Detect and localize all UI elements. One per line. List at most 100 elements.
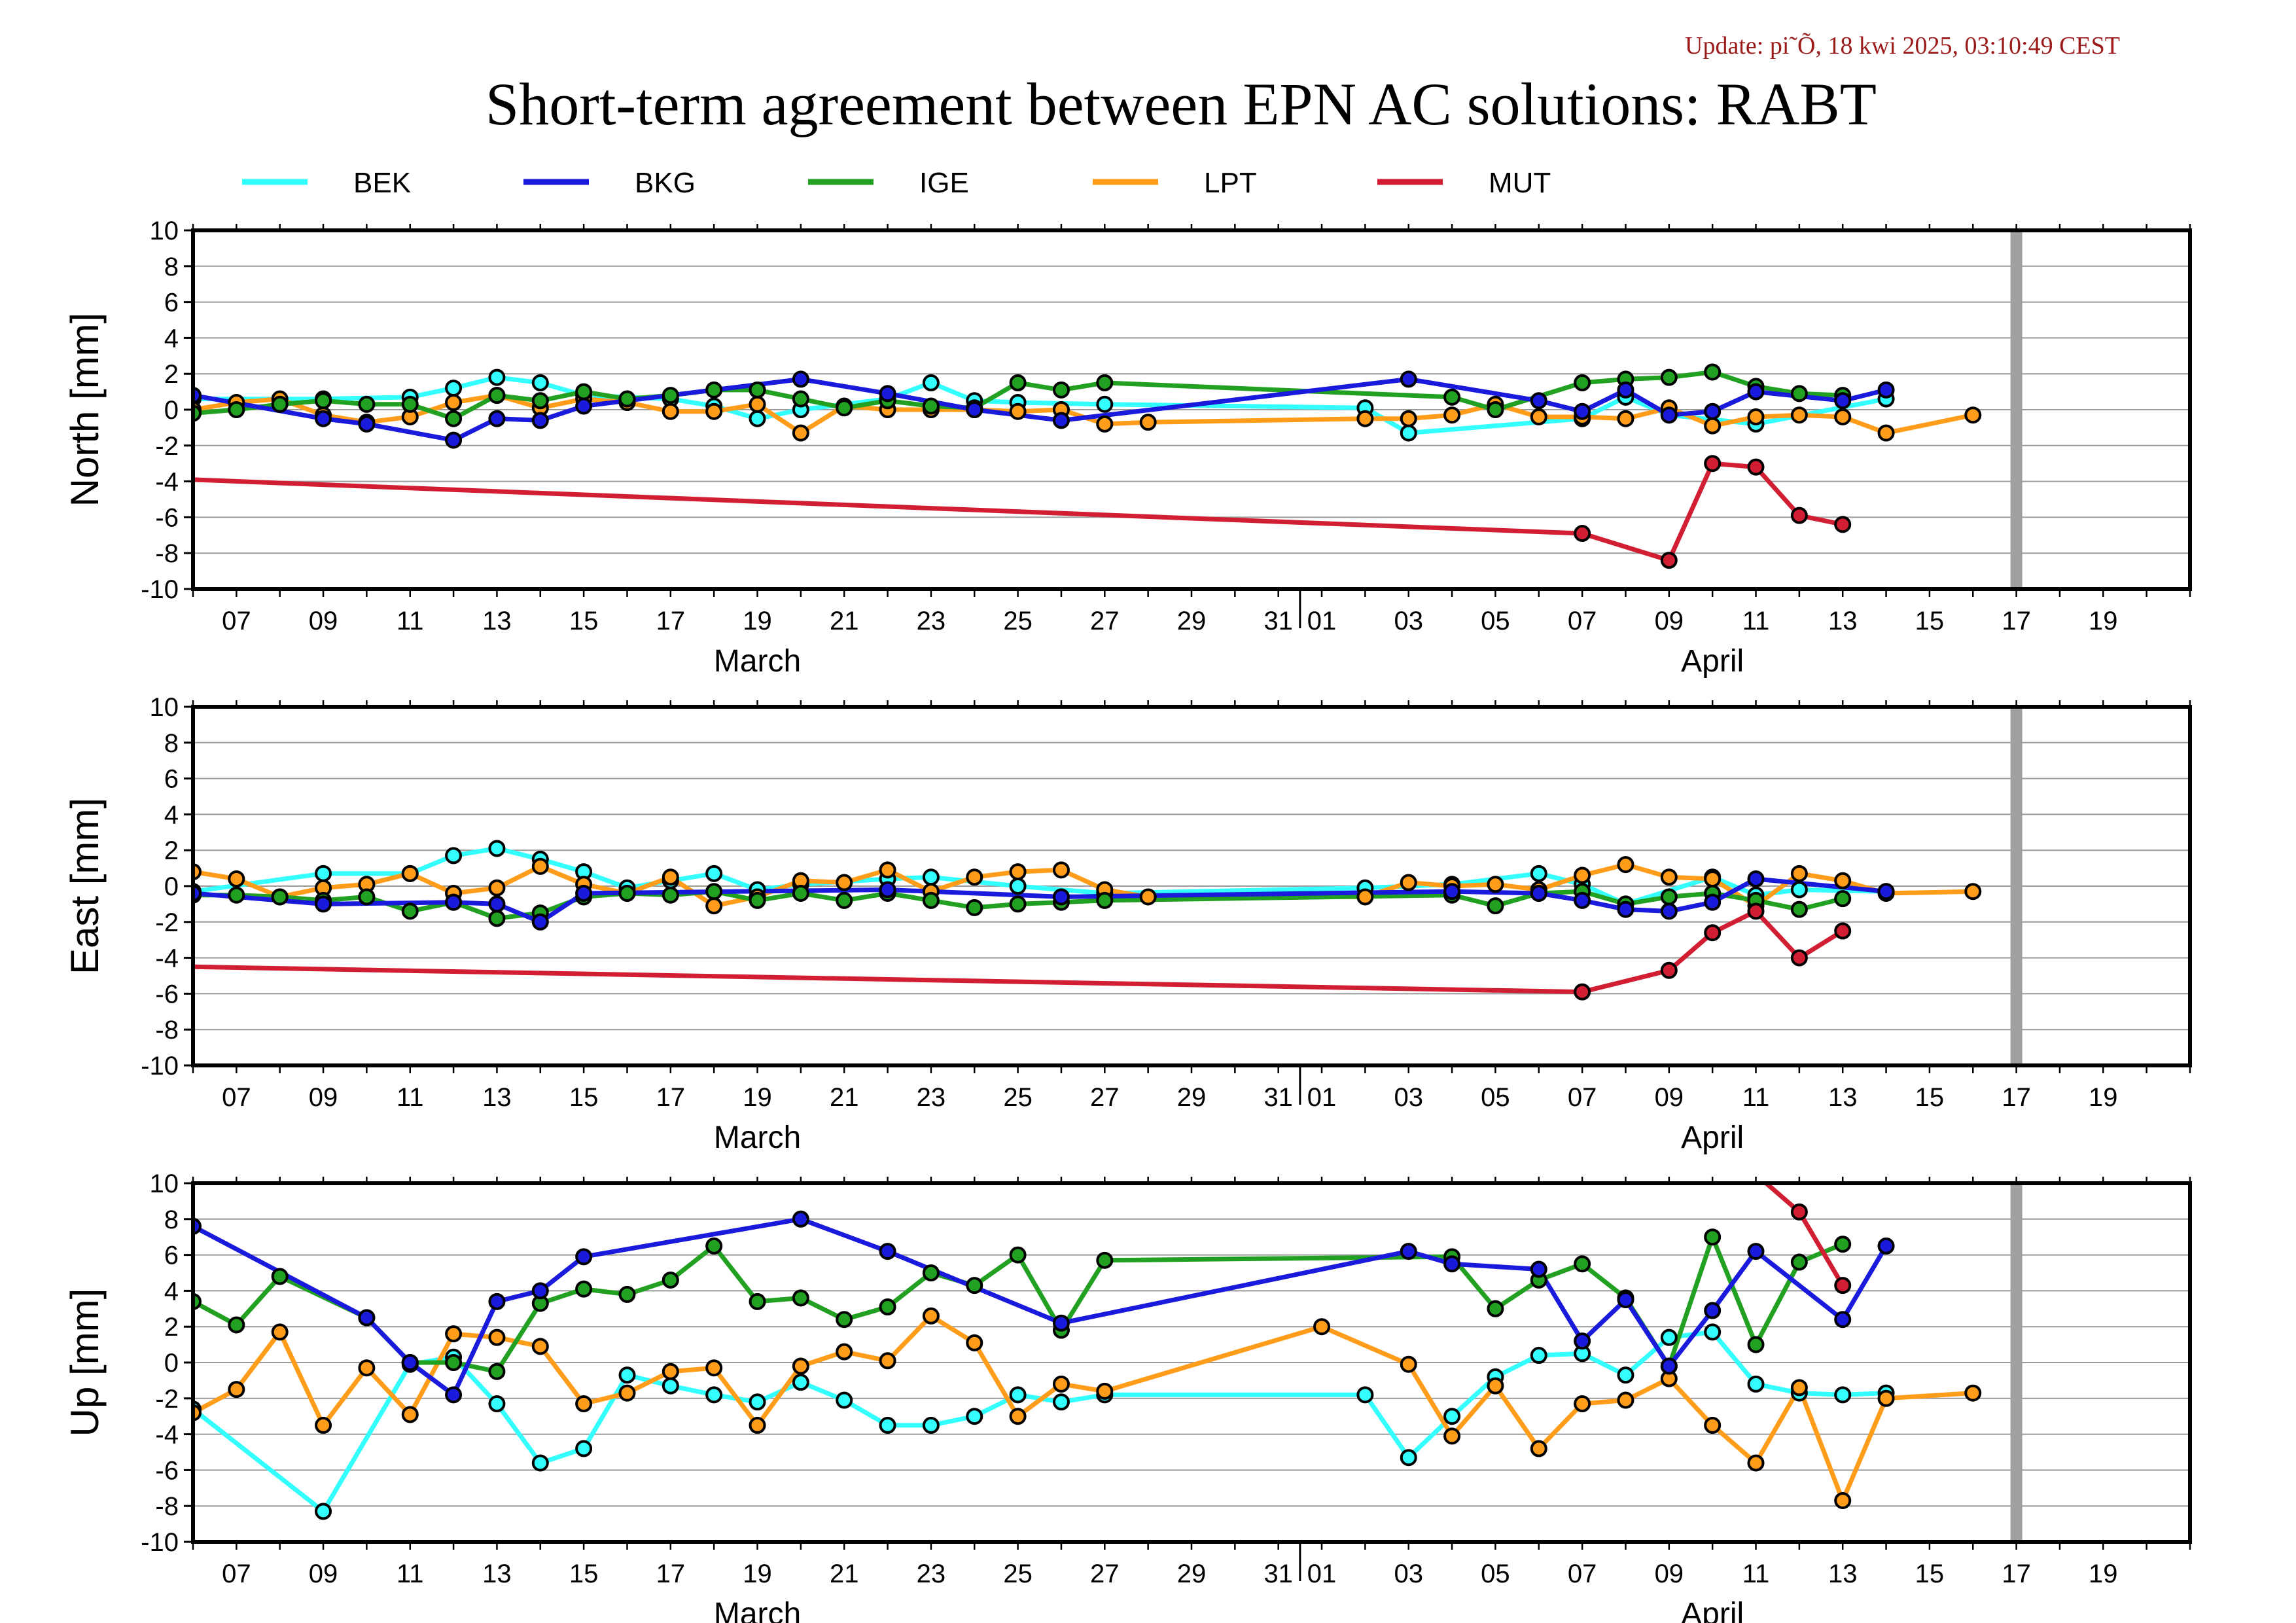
x-tick-label: 07 — [222, 607, 251, 635]
data-point-bek — [488, 840, 506, 857]
series-layer — [193, 363, 1982, 569]
data-point-lpt — [922, 1307, 940, 1325]
data-point-ige — [966, 1277, 983, 1294]
y-tick-label: 8 — [164, 253, 179, 281]
data-point-lpt — [879, 1352, 896, 1370]
data-point-bek — [966, 1408, 983, 1425]
y-tick-label: 4 — [164, 1277, 179, 1306]
y-tick-label: -8 — [155, 539, 179, 568]
data-point-lpt — [1704, 870, 1722, 888]
x-tick-label: 31 — [1263, 1083, 1293, 1112]
data-point-bkg — [879, 881, 896, 899]
data-point-lpt — [1487, 1377, 1504, 1395]
data-point-bkg — [445, 1386, 463, 1404]
x-tick-label: 23 — [917, 607, 946, 635]
data-point-bek — [1704, 1323, 1722, 1341]
data-point-bkg — [1052, 1314, 1070, 1332]
data-point-bkg — [488, 1293, 506, 1310]
data-point-ige — [662, 886, 679, 904]
data-point-lpt — [1617, 410, 1634, 427]
y-tick-label: -2 — [155, 908, 179, 937]
data-point-bkg — [792, 370, 809, 388]
data-point-bkg — [358, 1309, 376, 1327]
data-point-bek — [315, 1503, 332, 1520]
month-label: March — [714, 1597, 801, 1623]
x-tick-label: 03 — [1394, 1083, 1423, 1112]
y-tick-label: 2 — [164, 360, 179, 389]
data-point-ige — [1052, 381, 1070, 399]
data-point-ige — [1009, 374, 1027, 391]
data-point-ige — [358, 395, 376, 413]
data-point-ige — [836, 891, 853, 909]
data-point-mut — [1834, 1277, 1852, 1294]
data-point-ige — [358, 888, 376, 906]
data-point-bkg — [531, 1282, 549, 1300]
x-tick-label: 17 — [656, 607, 686, 635]
data-point-lpt — [966, 868, 983, 886]
x-tick-label: 27 — [1090, 1083, 1120, 1112]
y-tick-label: -8 — [155, 1016, 179, 1044]
legend: BEK BKG IGE LPT MUT — [242, 167, 1551, 199]
data-point-ige — [792, 1289, 809, 1307]
data-point-ige — [1790, 385, 1808, 402]
series-line-lpt — [193, 1313, 1973, 1503]
data-point-bkg — [1400, 370, 1417, 388]
data-point-lpt — [1009, 402, 1027, 420]
data-point-bek — [1356, 1386, 1374, 1404]
data-point-bkg — [531, 412, 549, 429]
data-point-bek — [1747, 1375, 1765, 1393]
data-point-lpt — [1790, 1379, 1808, 1397]
data-point-bkg — [1574, 891, 1591, 909]
data-point-ige — [1487, 1300, 1504, 1317]
data-point-ige — [1834, 1236, 1852, 1253]
x-tick-label: 05 — [1481, 1083, 1510, 1112]
data-point-bkg — [1747, 1243, 1765, 1260]
data-point-bek — [1052, 1393, 1070, 1411]
x-tick-label: 25 — [1003, 1560, 1033, 1588]
data-point-lpt — [575, 1395, 593, 1413]
data-point-mut — [1834, 922, 1852, 940]
data-point-bkg — [1704, 893, 1722, 911]
data-point-lpt — [966, 1334, 983, 1351]
data-point-ige — [271, 1268, 289, 1285]
data-point-bkg — [1530, 1260, 1547, 1278]
month-label: March — [714, 1120, 801, 1155]
data-point-ige — [228, 401, 245, 418]
x-tick-label: 21 — [830, 1083, 859, 1112]
data-point-ige — [1790, 1253, 1808, 1271]
data-point-bek — [488, 1395, 506, 1413]
y-tick-label: 2 — [164, 836, 179, 865]
data-point-bkg — [879, 385, 896, 402]
y-tick-label: 8 — [164, 1205, 179, 1234]
data-point-bkg — [1574, 402, 1591, 420]
panel-frame — [191, 705, 2192, 1067]
data-point-lpt — [705, 897, 723, 915]
data-point-bkg — [358, 415, 376, 433]
data-point-bek — [749, 1393, 766, 1411]
data-point-lpt — [1139, 414, 1157, 431]
data-point-lpt — [1834, 872, 1852, 889]
y-tick-label: -6 — [155, 1456, 179, 1485]
x-tick-label: 09 — [1655, 1083, 1684, 1112]
data-point-ige — [228, 1316, 245, 1334]
x-tick-label: 13 — [1828, 1560, 1858, 1588]
data-point-ige — [618, 884, 636, 902]
data-point-lpt — [1487, 876, 1504, 893]
data-point-lpt — [1356, 410, 1374, 427]
data-point-bek — [836, 1391, 853, 1409]
x-tick-label: 11 — [1742, 607, 1770, 635]
data-point-bek — [922, 374, 940, 391]
data-point-lpt — [1009, 863, 1027, 881]
data-point-bkg — [575, 884, 593, 902]
current-date-marker — [2010, 1183, 2022, 1542]
x-tick-label: 09 — [1655, 1560, 1684, 1588]
data-point-bkg — [1052, 888, 1070, 906]
month-label: April — [1681, 644, 1744, 679]
data-point-ige — [749, 381, 766, 399]
data-point-ige — [836, 399, 853, 417]
data-point-mut — [1790, 507, 1808, 524]
x-tick-label: 11 — [397, 1083, 424, 1112]
x-tick-label: 27 — [1090, 607, 1120, 635]
data-point-mut — [1574, 525, 1591, 543]
